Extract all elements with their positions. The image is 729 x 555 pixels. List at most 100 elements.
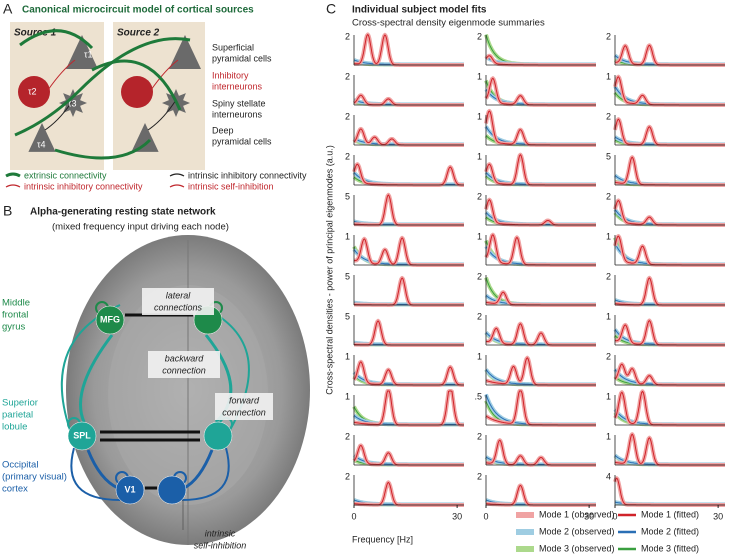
y-tick-label: 5 (345, 271, 350, 281)
y-tick-label: 2 (345, 71, 350, 81)
x-axis-label: Frequency [Hz] (352, 534, 413, 544)
y-tick-label: 1 (606, 431, 611, 441)
region-label: (primary visual) (2, 472, 67, 483)
legend-label: extrinsic connectivity (24, 170, 107, 180)
extrinsic-connection (19, 29, 94, 50)
annotation: connections (154, 302, 203, 312)
tau-label: τ2 (28, 86, 37, 96)
network-node (67, 421, 97, 451)
y-tick-label: 1 (345, 391, 350, 401)
y-tick-label: 2 (345, 431, 350, 441)
legend-symbol (169, 173, 185, 177)
x-tick-label: 30 (713, 511, 723, 521)
tau-label: τ1 (84, 49, 93, 59)
y-tick-label: 1 (477, 231, 482, 241)
layer-label: Deep (212, 125, 234, 135)
panel-letter: A (3, 1, 13, 17)
legend-label: intrinsic self-inhibition (188, 181, 274, 191)
observed-curve (613, 476, 727, 507)
annotation-box (142, 288, 214, 315)
x-tick-label: 0 (351, 511, 356, 521)
y-tick-label: 2 (606, 271, 611, 281)
y-tick-label: 1 (606, 391, 611, 401)
y-tick-label: 5 (345, 191, 350, 201)
annotation: connection (162, 365, 206, 375)
fitted-curve (614, 477, 725, 506)
observed-curve (484, 393, 598, 427)
y-tick-label: .5 (474, 391, 482, 401)
x-tick-label: 0 (483, 511, 488, 521)
legend-label: Mode 3 (observed) (539, 543, 615, 553)
region-label: cortex (2, 484, 28, 495)
y-tick-label: 1 (477, 151, 482, 161)
y-tick-label: 4 (606, 471, 611, 481)
node-label: SPL (73, 430, 91, 440)
intrinsic-connection (47, 59, 76, 91)
y-tick-label: 1 (606, 231, 611, 241)
inhibitory-interneuron (18, 76, 50, 108)
y-tick-label: 1 (606, 311, 611, 321)
deep-pyramidal (28, 123, 56, 152)
y-axis-label: Cross-spectral densities - power of prin… (324, 145, 334, 395)
y-tick-label: 2 (606, 191, 611, 201)
region-label: Superior (2, 398, 38, 409)
observed-curve (352, 93, 466, 107)
fitted-curve (614, 320, 725, 346)
node-label: V1 (124, 484, 135, 494)
legend-label: Mode 2 (fitted) (641, 526, 699, 536)
network-node (157, 475, 187, 505)
panel-subtitle: Cross-spectral density eigenmode summari… (352, 18, 545, 29)
legend-symbol (169, 184, 185, 188)
fitted-curve (614, 277, 725, 306)
connection (183, 449, 214, 490)
y-tick-label: 1 (606, 71, 611, 81)
extrinsic-connection (91, 59, 182, 111)
deep-pyramidal (131, 123, 159, 152)
observed-curve (352, 32, 466, 67)
y-tick-label: 1 (345, 231, 350, 241)
connection (181, 447, 230, 501)
y-tick-label: 1 (477, 351, 482, 361)
source-label: Source 1 (14, 28, 57, 39)
legend-symbol (5, 184, 21, 188)
y-tick-label: 2 (606, 31, 611, 41)
y-tick-label: 2 (606, 351, 611, 361)
extrinsic-connection (54, 138, 152, 160)
y-tick-label: 2 (345, 31, 350, 41)
legend-symbol (5, 172, 21, 178)
y-tick-label: 2 (477, 271, 482, 281)
intrinsic-connection (44, 99, 74, 131)
network-node (115, 475, 145, 505)
panel-title: Alpha-generating resting state network (30, 207, 216, 218)
annotation-box (215, 393, 273, 420)
y-tick-label: 5 (345, 311, 350, 321)
y-tick-label: 2 (477, 431, 482, 441)
layer-label: Spiny stellate (212, 98, 266, 108)
y-tick-label: 1 (477, 111, 482, 121)
connection (86, 449, 119, 490)
x-tick-label: 30 (452, 511, 462, 521)
fitted-curve (614, 44, 725, 66)
y-tick-label: 2 (345, 151, 350, 161)
network-node (95, 305, 125, 335)
annotation: backward (165, 353, 205, 363)
observed-curve (352, 443, 466, 467)
extrinsic-connection (14, 37, 191, 137)
fitted-curve (485, 34, 596, 65)
region-label: parietal (2, 410, 33, 421)
observed-curve (352, 318, 466, 347)
panel-title: Individual subject model fits (352, 5, 487, 16)
inhibitory-interneuron (121, 76, 153, 108)
y-tick-label: 2 (477, 31, 482, 41)
observed-curve (352, 192, 466, 227)
region-label: gyrus (2, 322, 25, 333)
observed-curve (613, 432, 727, 467)
y-tick-label: 2 (345, 471, 350, 481)
legend-label: Mode 1 (fitted) (641, 509, 699, 519)
y-tick-label: 2 (477, 191, 482, 201)
y-tick-label: 2 (477, 471, 482, 481)
legend-label: Mode 1 (observed) (539, 509, 615, 519)
annotation: self-inhibition (194, 540, 247, 550)
legend-label: intrinsic inhibitory connectivity (24, 181, 143, 191)
